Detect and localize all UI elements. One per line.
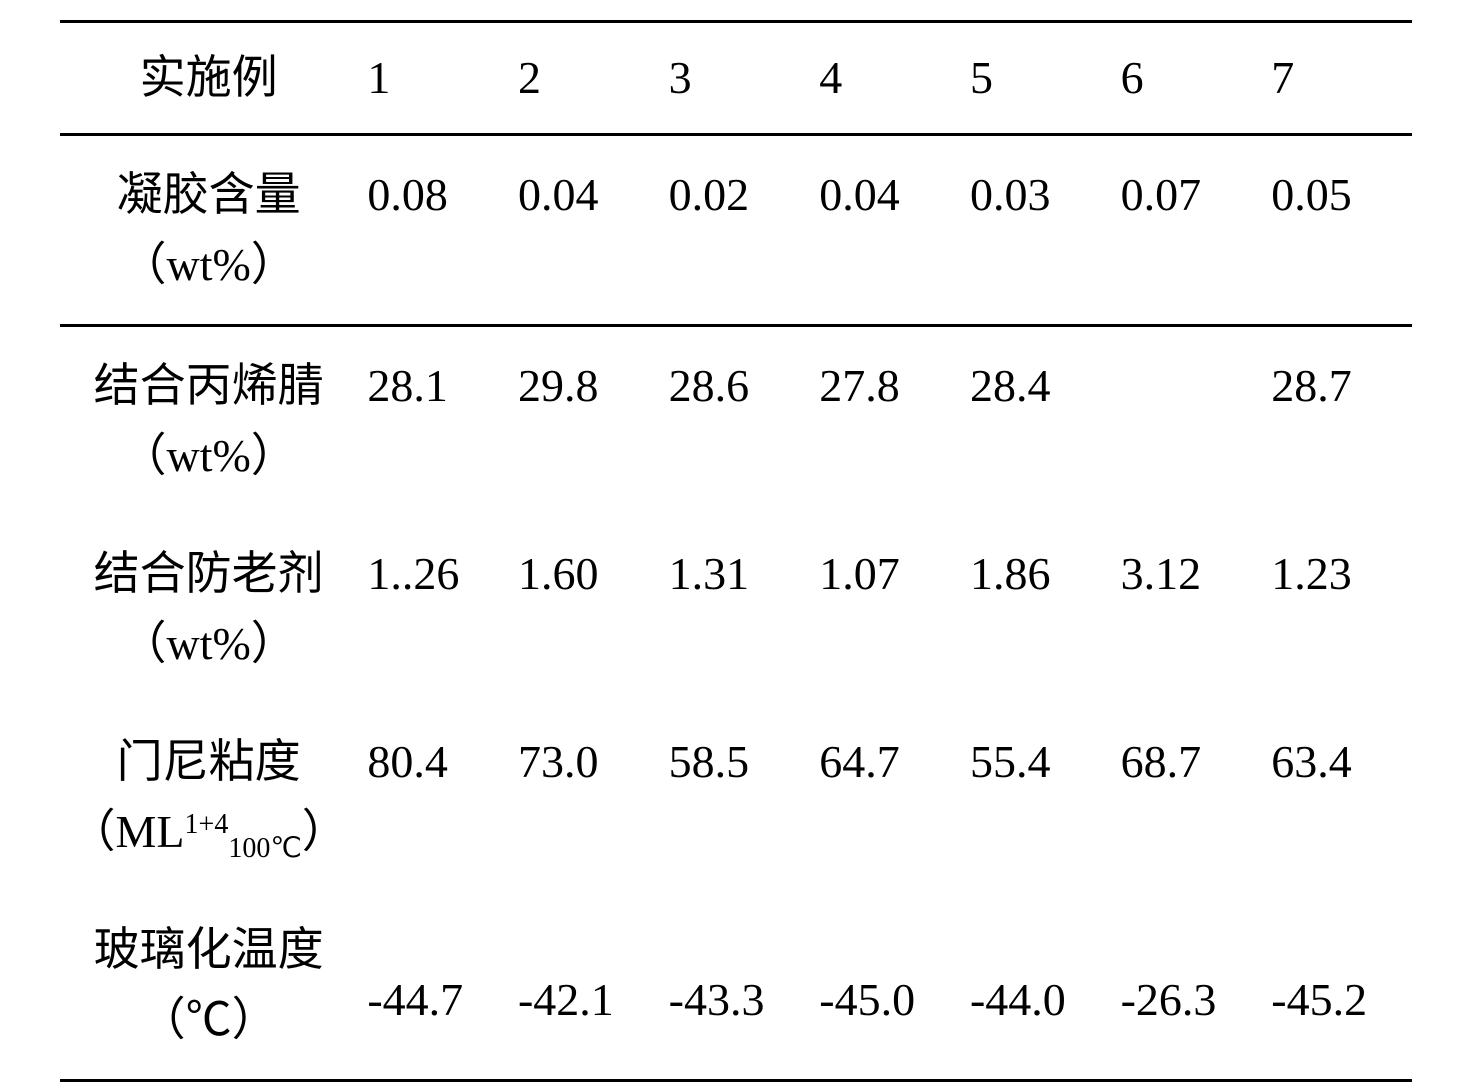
- col-header-1: 1: [357, 22, 508, 135]
- cell: 0.07: [1111, 135, 1262, 326]
- col-header-2: 2: [508, 22, 659, 135]
- row-label-line2: （wt%）: [120, 433, 296, 479]
- cell: 1.23: [1261, 515, 1412, 703]
- cell: 0.04: [809, 135, 960, 326]
- table-row: 凝胶含量 （wt%） 0.08 0.04 0.02 0.04 0.03 0.07…: [60, 135, 1412, 326]
- cell: 0.08: [357, 135, 508, 326]
- ml-close: ）: [302, 809, 348, 855]
- cell: -26.3: [1111, 891, 1262, 1081]
- row-label-line1: 凝胶含量: [117, 172, 301, 218]
- cell: 3.12: [1111, 515, 1262, 703]
- col-header-3: 3: [659, 22, 810, 135]
- cell: 64.7: [809, 703, 960, 891]
- cell: 1.31: [659, 515, 810, 703]
- cell: 73.0: [508, 703, 659, 891]
- table-container: 实施例 1 2 3 4 5 6 7 凝胶含量 （wt%） 0.08 0.04 0…: [0, 0, 1472, 1082]
- row-label-line2: （wt%）: [120, 621, 296, 667]
- cell: -45.2: [1261, 891, 1412, 1081]
- row-label-line1: 玻璃化温度: [94, 927, 324, 973]
- table-row: 玻璃化温度 （℃） -44.7 -42.1 -43.3 -45.0 -44.0 …: [60, 891, 1412, 1081]
- row-label-mooney: 门尼粘度 （ ML 1+4 100℃ ）: [60, 703, 357, 891]
- row-label-acn: 结合丙烯腈 （wt%）: [60, 326, 357, 516]
- cell: 1.07: [809, 515, 960, 703]
- cell: 80.4: [357, 703, 508, 891]
- row-label-antiox: 结合防老剂 （wt%）: [60, 515, 357, 703]
- cell: -44.0: [960, 891, 1111, 1081]
- cell: 28.6: [659, 326, 810, 516]
- ml-text: ML: [116, 809, 185, 855]
- row-label-line2: （wt%）: [120, 242, 296, 288]
- col-header-6: 6: [1111, 22, 1262, 135]
- cell: -42.1: [508, 891, 659, 1081]
- cell: 29.8: [508, 326, 659, 516]
- cell: 63.4: [1261, 703, 1412, 891]
- cell: 0.03: [960, 135, 1111, 326]
- row-label-line2: （℃）: [140, 997, 278, 1043]
- row-label-ml: （ ML 1+4 100℃ ）: [70, 809, 348, 855]
- cell: 0.04: [508, 135, 659, 326]
- table-row: 门尼粘度 （ ML 1+4 100℃ ） 80.4 73.0 58.5 64.7…: [60, 703, 1412, 891]
- cell: 55.4: [960, 703, 1111, 891]
- cell: 27.8: [809, 326, 960, 516]
- row-label-line1: 结合防老剂: [94, 551, 324, 597]
- cell: 1.86: [960, 515, 1111, 703]
- cell: 0.05: [1261, 135, 1412, 326]
- cell: 0.02: [659, 135, 810, 326]
- cell: -43.3: [659, 891, 810, 1081]
- cell: 1..26: [357, 515, 508, 703]
- cell: 68.7: [1111, 703, 1262, 891]
- cell: 1.60: [508, 515, 659, 703]
- table-row: 结合防老剂 （wt%） 1..26 1.60 1.31 1.07 1.86 3.…: [60, 515, 1412, 703]
- ml-sub: 100℃: [228, 835, 301, 863]
- cell: -45.0: [809, 891, 960, 1081]
- table-header-row: 实施例 1 2 3 4 5 6 7: [60, 22, 1412, 135]
- cell: 58.5: [659, 703, 810, 891]
- row-label-line1: 门尼粘度: [117, 739, 301, 785]
- cell: 28.7: [1261, 326, 1412, 516]
- row-label-tg: 玻璃化温度 （℃）: [60, 891, 357, 1081]
- col-header-4: 4: [809, 22, 960, 135]
- cell: -44.7: [357, 891, 508, 1081]
- cell: 28.1: [357, 326, 508, 516]
- cell: 28.4: [960, 326, 1111, 516]
- table-row: 结合丙烯腈 （wt%） 28.1 29.8 28.6 27.8 28.4 28.…: [60, 326, 1412, 516]
- col-header-5: 5: [960, 22, 1111, 135]
- ml-open: （: [70, 809, 116, 855]
- col-header-7: 7: [1261, 22, 1412, 135]
- header-row-label: 实施例: [60, 22, 357, 135]
- row-label-gel: 凝胶含量 （wt%）: [60, 135, 357, 326]
- row-label-line1: 结合丙烯腈: [94, 363, 324, 409]
- data-table: 实施例 1 2 3 4 5 6 7 凝胶含量 （wt%） 0.08 0.04 0…: [60, 20, 1412, 1082]
- ml-sup: 1+4: [185, 811, 229, 839]
- cell: [1111, 326, 1262, 516]
